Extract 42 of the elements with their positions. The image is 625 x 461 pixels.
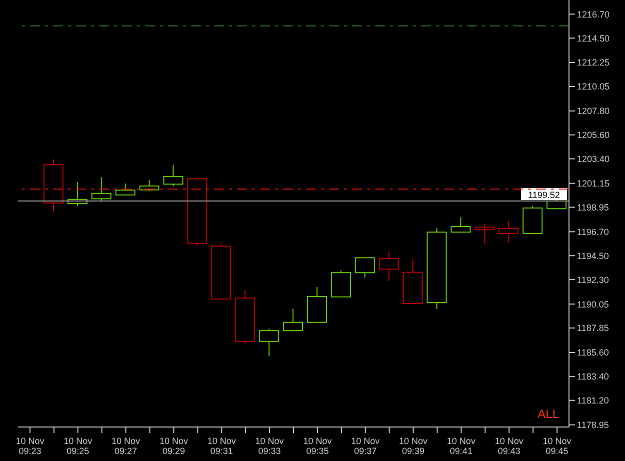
- x-tick-label: 10 Nov 09:43: [494, 436, 524, 456]
- candlestick: [283, 308, 304, 332]
- candlestick: [259, 328, 280, 357]
- x-tick-label: 10 Nov 09:45: [542, 436, 572, 456]
- y-tick-label: 1214.50: [577, 33, 610, 44]
- x-tick-label: 10 Nov 09:25: [64, 436, 93, 456]
- x-tick-label: 10 Nov 09:33: [255, 436, 284, 456]
- candlestick: [354, 257, 375, 278]
- x-tick-label: 10 Nov 09:41: [446, 436, 476, 456]
- x-tick-label: 10 Nov 09:29: [159, 436, 188, 456]
- candlestick: [115, 183, 136, 196]
- y-tick-label: 1178.95: [577, 420, 609, 430]
- candlestick: [450, 216, 471, 233]
- y-tick-label: 1183.40: [577, 372, 609, 382]
- x-tick-label: 10 Nov 09:37: [351, 436, 380, 456]
- y-tick-label: 1212.25: [577, 58, 610, 68]
- y-tick-label: 1210.05: [577, 82, 610, 92]
- x-tick-label: 10 Nov 09:35: [303, 436, 332, 456]
- y-tick-label: 1207.80: [577, 106, 610, 116]
- y-tick-label: 1216.70: [577, 9, 610, 20]
- candlestick: [378, 251, 399, 282]
- x-tick-label: 10 Nov 09:27: [112, 436, 141, 456]
- candlestick: [163, 164, 184, 187]
- candlestick: [91, 176, 112, 202]
- y-tick-label: 1201.15: [577, 178, 610, 189]
- y-tick-label: 1187.85: [577, 323, 609, 334]
- y-tick-label: 1190.05: [577, 299, 609, 310]
- annotation: ALL: [538, 407, 559, 421]
- y-tick-label: 1185.60: [577, 348, 609, 358]
- y-tick-label: 1205.60: [577, 130, 610, 140]
- candlestick: [474, 224, 495, 245]
- y-tick-label: 1194.50: [577, 250, 609, 261]
- y-tick-label: 1181.20: [577, 396, 609, 406]
- x-tick-label: 10 Nov 09:31: [207, 436, 236, 456]
- candlestick: [498, 220, 519, 243]
- ref-line-label: 1199.52: [528, 190, 560, 200]
- y-tick-label: 1196.70: [577, 226, 609, 237]
- x-tick-label: 10 Nov 09:23: [16, 436, 45, 456]
- y-tick-label: 1192.30: [577, 274, 609, 285]
- x-tick-label: 10 Nov 09:39: [399, 436, 428, 456]
- y-tick-label: 1203.40: [577, 154, 610, 164]
- y-tick-label: 1198.95: [577, 202, 609, 212]
